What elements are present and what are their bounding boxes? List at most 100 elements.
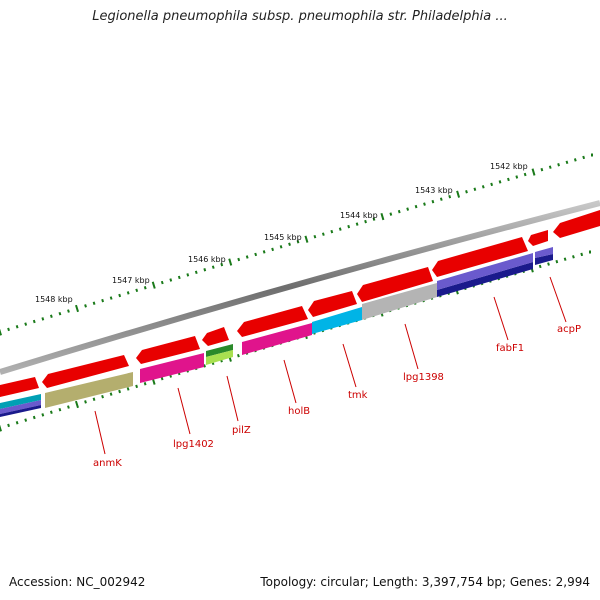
scale-tick (245, 255, 249, 259)
leader-line (177, 387, 191, 435)
scale-tick (0, 424, 2, 432)
scale-tick (169, 278, 173, 282)
scale-tick (296, 240, 300, 244)
gene-label-lpg1402: lpg1402 (173, 439, 214, 450)
cog-bar (535, 247, 553, 258)
leader-line (94, 410, 106, 455)
cog-bar (0, 400, 41, 414)
leader-line (226, 375, 239, 422)
gene-arrow (528, 230, 548, 246)
cog-bar (0, 405, 41, 417)
scale-tick (49, 410, 53, 415)
scale-tick (109, 392, 113, 396)
scale-tick (414, 204, 418, 209)
map-title: Legionella pneumophila subsp. pneumophil… (92, 9, 508, 24)
leader-line (493, 296, 509, 341)
scale-tick (49, 314, 53, 319)
scale-tick (380, 212, 385, 221)
scale-tick (540, 167, 544, 172)
scale-tick (498, 180, 502, 184)
scale-tick (101, 298, 105, 303)
gene-label-fabF1: fabF1 (496, 343, 524, 354)
scale-tick (186, 273, 190, 277)
scale-tick (254, 252, 258, 257)
gene-label-anmK: anmK (93, 458, 122, 469)
scale-tick (92, 301, 96, 305)
scale-tick (135, 288, 139, 293)
scale-tick (423, 202, 426, 206)
scale-tick (203, 268, 207, 272)
scale-tick (565, 160, 569, 165)
scale-tick (582, 155, 586, 160)
scale-tick (177, 275, 181, 280)
leader-line (549, 276, 567, 323)
cog-bar (535, 254, 553, 265)
scale-tick (84, 400, 87, 404)
scale-tick (439, 197, 443, 201)
scale-tick (118, 293, 122, 298)
scale-tick (118, 389, 121, 394)
scale-tick (160, 376, 164, 381)
tick-label-1545: 1545 kbp (264, 233, 302, 242)
gene-arrow (136, 336, 200, 364)
scale-tick (515, 175, 519, 179)
cog-bar (312, 307, 362, 334)
scale-tick (67, 309, 70, 313)
scale-tick (92, 397, 96, 402)
scale-tick (58, 407, 62, 412)
scale-tick (288, 242, 291, 247)
scale-tick (262, 250, 266, 254)
scale-tick (109, 296, 113, 300)
cog-bars (0, 247, 553, 417)
scale-tick (41, 317, 45, 321)
scale-tick (313, 234, 317, 239)
gene-arrow (432, 237, 528, 277)
scale-tick (523, 172, 527, 177)
scale-tick (338, 227, 342, 231)
scale-tick (32, 415, 36, 420)
scale-tick (547, 262, 550, 266)
cog-bar (206, 344, 233, 357)
gene-label-acpP: acpP (557, 324, 581, 335)
scale-tick (557, 163, 560, 167)
cog-bar (45, 372, 133, 408)
gene-arrows (0, 210, 600, 397)
scale-tick (211, 265, 215, 269)
accession-text: Accession: NC_002942 (9, 575, 146, 589)
scale-tick (431, 199, 435, 204)
cog-bar (140, 353, 204, 383)
scale-tick (397, 209, 401, 214)
scale-tick (237, 257, 241, 262)
gene-arrow (0, 377, 39, 397)
scale-tick (58, 311, 62, 316)
scale-tick (304, 235, 309, 243)
scale-tick (364, 219, 367, 224)
scale-tick (538, 264, 542, 269)
scale-tick (75, 400, 79, 409)
cog-bar (206, 350, 233, 365)
scale-tick (228, 258, 233, 266)
scale-tick (41, 413, 45, 417)
scale-tick (481, 185, 485, 189)
scale-tick (237, 353, 240, 358)
gene-label-tmk: tmk (348, 390, 368, 401)
scale-tick (490, 182, 494, 187)
gene-arrow (308, 291, 357, 317)
gene-label-holB: holB (288, 406, 310, 417)
cog-bar (242, 323, 312, 355)
gene-arrow (237, 306, 308, 337)
scale-tick (531, 168, 536, 176)
leader-line (283, 359, 297, 404)
scale-tick (84, 304, 87, 308)
scale-tick (7, 423, 10, 428)
scale-tick (347, 224, 351, 229)
cog-bar (0, 394, 41, 409)
gene-arrow (553, 210, 600, 238)
scale-tick (572, 255, 575, 259)
tick-label-1547: 1547 kbp (112, 276, 150, 285)
scale-tick (555, 259, 559, 264)
gene-label-pilZ: pilZ (232, 425, 251, 436)
scale-tick (580, 252, 584, 257)
scale-tick (456, 190, 461, 198)
